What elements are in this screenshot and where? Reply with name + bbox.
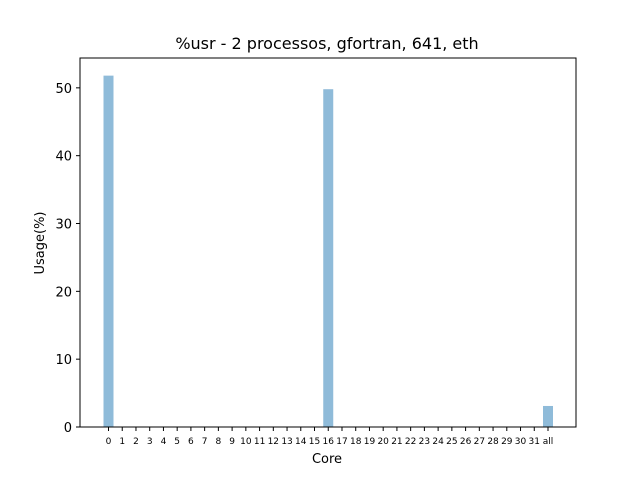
y-tick-label: 40 (55, 150, 72, 165)
x-tick-label: 30 (515, 437, 527, 447)
y-axis-label: Usage(%) (33, 211, 48, 274)
x-tick-label: 20 (377, 437, 389, 447)
x-tick-label: 23 (419, 437, 430, 447)
x-tick-label: 13 (281, 437, 292, 447)
x-axis-label: Core (312, 452, 342, 467)
x-tick-label: 8 (216, 437, 222, 447)
x-tick-label: 6 (188, 437, 194, 447)
y-tick-label: 0 (64, 421, 72, 436)
x-tick-label: 0 (106, 437, 112, 447)
x-tick-label: 18 (350, 437, 362, 447)
bars-group (103, 75, 553, 427)
x-tick-label: 1 (119, 437, 125, 447)
x-tick-label: 29 (501, 437, 513, 447)
x-tick-label: 16 (323, 437, 335, 447)
x-tick-label: 24 (432, 437, 444, 447)
x-tick-label: 12 (268, 437, 279, 447)
y-tick-label: 20 (55, 285, 72, 300)
x-tick-label: 3 (147, 437, 153, 447)
x-tick-label: 27 (474, 437, 485, 447)
bar-core-all (543, 405, 553, 427)
x-tick-label: 4 (161, 437, 167, 447)
x-tick-label: 26 (460, 437, 472, 447)
y-tick-label: 50 (55, 82, 72, 97)
x-tick-label: 11 (254, 437, 265, 447)
x-axis-ticks: 0 1 2 3 4 5 6 7 8 9 10 11 12 13 14 15 16 17 18 19 20 21 22 23 24… (106, 427, 554, 447)
y-tick-label: 30 (55, 218, 72, 233)
x-tick-label: 7 (202, 437, 208, 447)
x-tick-label: 17 (336, 437, 347, 447)
x-tick-label: 14 (295, 437, 307, 447)
x-tick-label: 5 (174, 437, 180, 447)
chart-title: %usr - 2 processos, gfortran, 641, eth (175, 34, 478, 53)
bar-core-0 (103, 75, 114, 427)
x-tick-label: 21 (391, 437, 402, 447)
x-tick-label: 19 (364, 437, 376, 447)
x-tick-label: 15 (309, 437, 320, 447)
plot-frame (79, 57, 577, 428)
y-axis-ticks: 0 10 20 30 40 50 (55, 82, 80, 436)
x-tick-label: 28 (487, 437, 499, 447)
x-tick-label: 25 (446, 437, 457, 447)
x-tick-label: 10 (240, 437, 252, 447)
bar-core-16 (323, 89, 334, 427)
x-tick-label: 22 (405, 437, 416, 447)
y-tick-label: 10 (55, 353, 72, 368)
x-tick-label: 2 (133, 437, 139, 447)
x-tick-label: all (543, 437, 554, 447)
x-tick-label: 9 (229, 437, 235, 447)
x-tick-label: 31 (529, 437, 540, 447)
